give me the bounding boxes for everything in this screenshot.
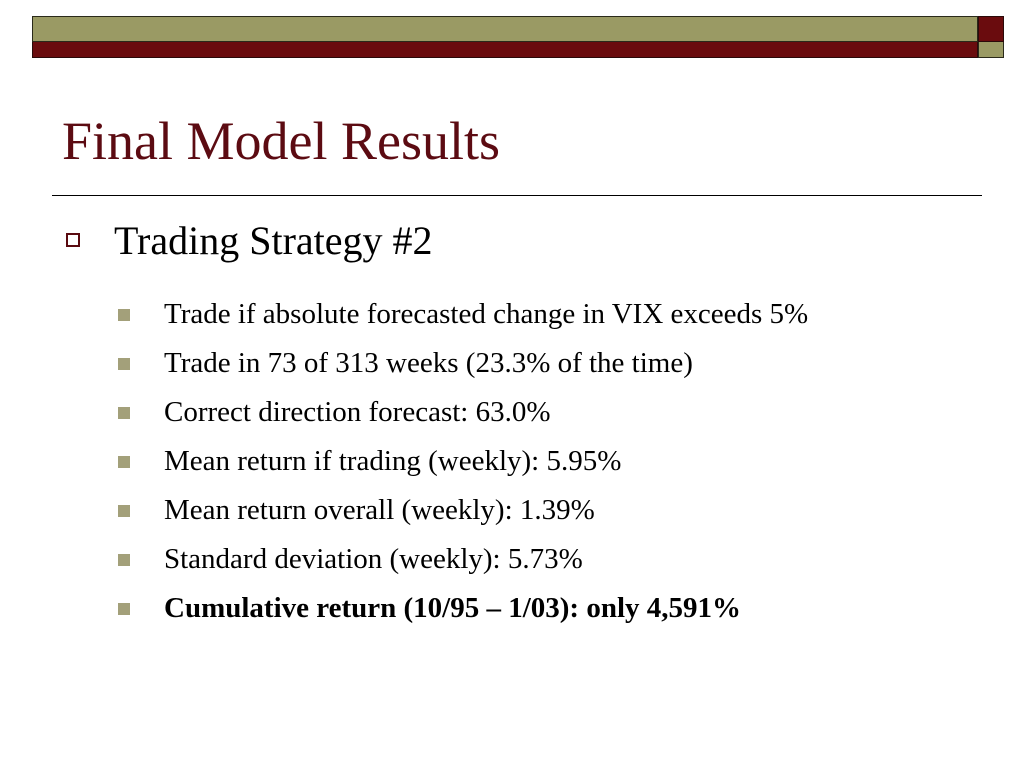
sub-bullet-item: Mean return if trading (weekly): 5.95% — [118, 437, 808, 486]
sub-bullet-item: Correct direction forecast: 63.0% — [118, 388, 808, 437]
sub-bullet-item: Mean return overall (weekly): 1.39% — [118, 486, 808, 535]
filled-square-icon — [118, 602, 130, 615]
header-olive-bar — [32, 16, 978, 42]
sub-bullet-text: Mean return if trading (weekly): 5.95% — [164, 445, 622, 477]
main-bullet: Trading Strategy #2 — [66, 216, 433, 264]
sub-bullet-item: Trade in 73 of 313 weeks (23.3% of the t… — [118, 339, 808, 388]
hollow-square-icon — [66, 233, 80, 247]
sub-bullet-text: Mean return overall (weekly): 1.39% — [164, 494, 595, 526]
filled-square-icon — [118, 357, 130, 370]
filled-square-icon — [118, 455, 130, 468]
header-darkred-bar — [32, 42, 978, 58]
sub-bullet-text: Trade in 73 of 313 weeks (23.3% of the t… — [164, 347, 693, 379]
header-corner-darkred-square — [978, 16, 1004, 42]
filled-square-icon — [118, 308, 130, 321]
sub-bullet-item: Standard deviation (weekly): 5.73% — [118, 535, 808, 584]
sub-bullet-item: Cumulative return (10/95 – 1/03): only 4… — [118, 584, 808, 633]
filled-square-icon — [118, 504, 130, 517]
filled-square-icon — [118, 553, 130, 566]
header-corner-olive-square — [978, 42, 1004, 58]
sub-bullet-text: Trade if absolute forecasted change in V… — [164, 298, 809, 330]
sub-bullet-text: Standard deviation (weekly): 5.73% — [164, 543, 583, 575]
title-divider — [52, 195, 982, 196]
slide-title: Final Model Results — [62, 111, 501, 171]
filled-square-icon — [118, 406, 130, 419]
main-bullet-text: Trading Strategy #2 — [114, 217, 433, 263]
sub-bullet-list: Trade if absolute forecasted change in V… — [118, 290, 808, 633]
sub-bullet-text: Correct direction forecast: 63.0% — [164, 396, 551, 428]
sub-bullet-text: Cumulative return (10/95 – 1/03): only 4… — [164, 592, 742, 624]
sub-bullet-item: Trade if absolute forecasted change in V… — [118, 290, 808, 339]
